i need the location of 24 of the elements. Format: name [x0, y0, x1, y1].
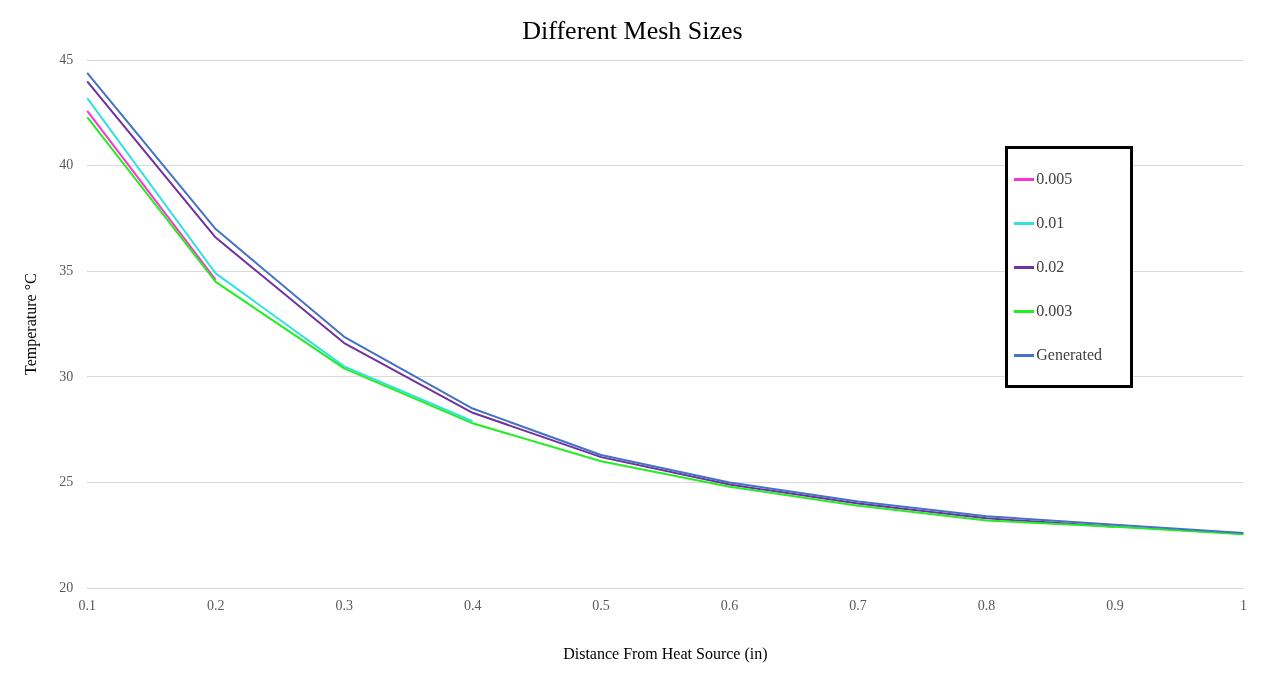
y-tick-label: 25	[59, 474, 74, 490]
x-tick-label: 0.1	[78, 598, 96, 614]
legend-label: 0.003	[1036, 302, 1073, 320]
x-tick-label: 0.9	[1106, 598, 1124, 614]
chart-title: Different Mesh Sizes	[522, 16, 743, 46]
legend-label: 0.005	[1036, 170, 1073, 188]
x-tick-label: 0.4	[463, 598, 482, 614]
x-tick-label: 0.2	[206, 598, 225, 614]
x-tick-label: 0.5	[592, 598, 610, 614]
x-tick-label: 0.7	[849, 598, 867, 614]
x-tick-label: 1	[1240, 598, 1247, 614]
y-tick-label: 40	[59, 157, 74, 173]
y-tick-label: 20	[59, 579, 74, 595]
legend-label: 0.02	[1036, 258, 1065, 276]
y-tick-label: 30	[59, 368, 74, 384]
legend-label: Generated	[1036, 346, 1102, 364]
x-axis-title: Distance From Heat Source (in)	[563, 644, 768, 663]
y-tick-label: 45	[59, 51, 74, 67]
legend-label: 0.01	[1036, 214, 1065, 232]
y-axis-title: Temperature °C	[21, 273, 40, 375]
y-tick-label: 35	[59, 262, 74, 278]
x-tick-label: 0.8	[977, 598, 996, 614]
x-tick-label: 0.6	[720, 598, 739, 614]
x-tick-label: 0.3	[335, 598, 353, 614]
